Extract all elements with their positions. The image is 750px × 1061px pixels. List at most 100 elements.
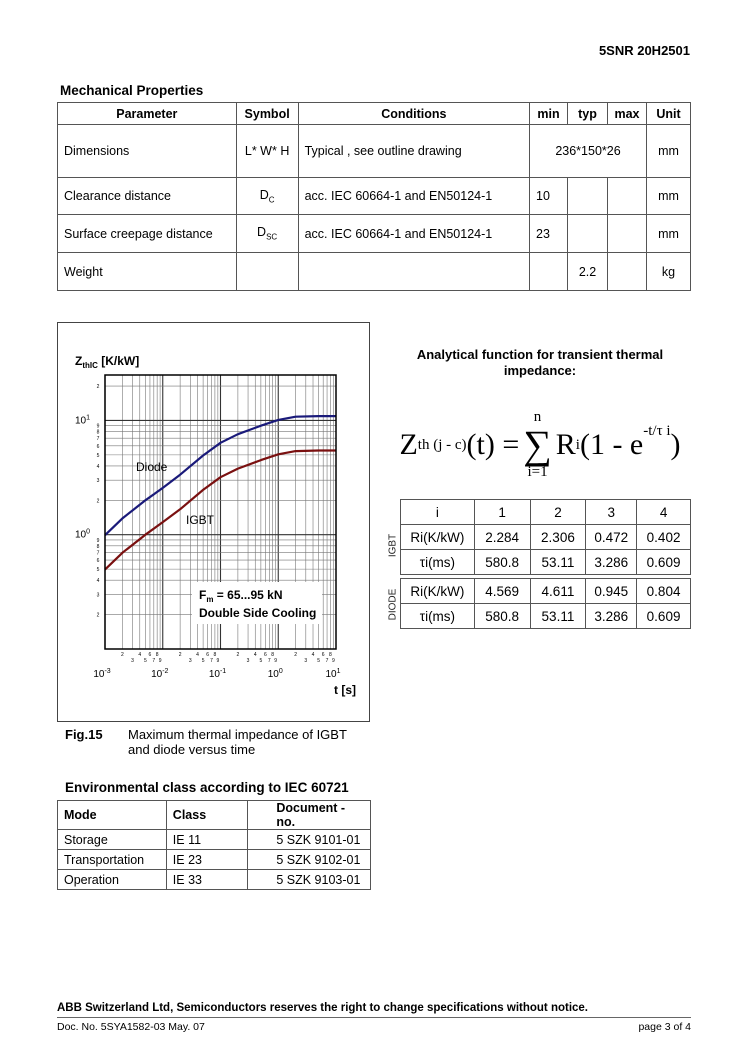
x-minor-tick-label: 8 — [156, 652, 159, 658]
x-decade-tick-label: 10-1 — [209, 668, 226, 680]
x-minor-tick-label: 5 — [317, 658, 320, 664]
y-minor-tick-label: 6 — [97, 444, 100, 450]
thermal-impedance-chart: 2345678923456789234567892345678923456789… — [75, 354, 356, 697]
cooling-annotation: Double Side Cooling — [199, 606, 316, 620]
column-header: 1 — [473, 499, 531, 525]
x-minor-tick-label: 4 — [254, 652, 257, 658]
mode-cell: Storage — [57, 829, 167, 850]
chart-frame — [57, 322, 370, 722]
y-minor-tick-label: 7 — [97, 550, 100, 556]
unit-cell: mm — [645, 214, 692, 253]
y-minor-tick-label: 8 — [97, 544, 100, 550]
row-label: Ri(K/kW) — [400, 524, 475, 550]
series-label-igbt: IGBT — [186, 513, 215, 527]
table-header-row: i 1 2 3 4 — [400, 499, 691, 525]
figure-label: Fig.15 — [65, 727, 103, 742]
symbol-subscript: SC — [266, 232, 278, 242]
y-minor-tick-label: 3 — [97, 478, 100, 484]
series-label-diode: Diode — [136, 460, 168, 474]
symbol-cell: DSC — [235, 214, 299, 253]
value-cell: 4.611 — [529, 578, 587, 604]
table-row: Surface creepage distance DSC acc. IEC 6… — [57, 214, 692, 253]
table-row: Storage IE 11 5 SZK 9101-01 — [57, 829, 371, 850]
x-decade-tick-label: 101 — [325, 668, 340, 680]
x-minor-tick-label: 7 — [268, 658, 271, 664]
x-minor-tick-label: 3 — [247, 658, 250, 664]
x-minor-tick-label: 4 — [312, 652, 315, 658]
analytical-title-line2: impedance: — [503, 363, 577, 378]
table-row: Transportation IE 23 5 SZK 9102-01 — [57, 849, 371, 870]
formula-r-subscript: i — [575, 436, 580, 453]
class-cell: IE 33 — [165, 869, 249, 890]
unit-cell: kg — [645, 252, 692, 291]
document-cell: 5 SZK 9102-01 — [247, 849, 371, 870]
symbol-cell: L* W* H — [235, 124, 299, 178]
symbol-text: D — [259, 187, 269, 202]
x-decade-tick-label: 10-2 — [151, 668, 168, 680]
min-cell — [529, 252, 569, 291]
x-minor-tick-label: 6 — [206, 652, 209, 658]
formula-z: Z — [399, 428, 418, 461]
force-annotation: Fm = 65...95 kN — [199, 588, 283, 604]
igbt-ri-row: Ri(K/kW) 2.284 2.306 0.472 0.402 — [400, 524, 691, 550]
value-cell: 0.609 — [636, 549, 691, 575]
y-minor-tick-label: 9 — [97, 424, 100, 430]
environmental-class-table: Mode Class Document - no. Storage IE 11 … — [57, 800, 371, 890]
column-header: 3 — [585, 499, 638, 525]
table-row: Weight 2.2 kg — [57, 252, 692, 291]
document-cell: 5 SZK 9103-01 — [247, 869, 371, 890]
column-header: i — [400, 499, 475, 525]
x-axis-label: t [s] — [334, 683, 356, 697]
unit-cell: mm — [645, 124, 692, 178]
sum-upper-limit: n — [533, 409, 542, 425]
value-cell: 0.609 — [636, 603, 691, 629]
diode-group-label: DIODE — [387, 588, 399, 621]
analytical-title: Analytical function for transient therma… — [380, 347, 700, 379]
x-minor-tick-label: 9 — [216, 658, 219, 664]
y-decade-tick-label: 100 — [75, 529, 90, 541]
typ-cell — [567, 214, 608, 253]
y-minor-tick-label: 4 — [97, 464, 100, 470]
y-minor-tick-label: 8 — [97, 430, 100, 436]
sum-block: n ∑ i=1 — [523, 410, 552, 480]
x-minor-tick-label: 3 — [304, 658, 307, 664]
x-minor-tick-label: 2 — [179, 652, 182, 658]
formula-r: R — [555, 428, 576, 461]
x-minor-tick-label: 5 — [144, 658, 147, 664]
formula-exponent: -t/τ i — [643, 422, 671, 439]
x-minor-tick-label: 7 — [210, 658, 213, 664]
conditions-cell: acc. IEC 60664-1 and EN50124-1 — [297, 214, 531, 253]
diode-ri-row: Ri(K/kW) 4.569 4.611 0.945 0.804 — [400, 578, 691, 604]
caption-line1: Maximum thermal impedance of IGBT — [128, 727, 347, 742]
row-label: Ri(K/kW) — [400, 578, 475, 604]
footer-page-number: page 3 of 4 — [638, 1021, 691, 1033]
typ-cell: 2.2 — [567, 252, 608, 291]
conditions-cell: Typical , see outline drawing — [297, 124, 531, 178]
x-minor-tick-label: 6 — [149, 652, 152, 658]
table-header-row: Mode Class Document - no. — [57, 800, 371, 830]
y-minor-tick-label: 5 — [97, 567, 100, 573]
parameter-cell: Weight — [57, 252, 237, 291]
x-minor-tick-label: 8 — [214, 652, 217, 658]
value-cell: 0.804 — [636, 578, 691, 604]
diode-tau-row: τi(ms) 580.8 53.11 3.286 0.609 — [400, 603, 691, 629]
footer-disclaimer: ABB Switzerland Ltd, Semiconductors rese… — [57, 1002, 589, 1014]
formula-t: (t) = — [466, 428, 520, 461]
caption-line2: and diode versus time — [128, 742, 256, 757]
analytical-title-line1: Analytical function for transient therma… — [416, 347, 664, 362]
symbol-text: D — [257, 225, 267, 240]
value-cell: 4.569 — [473, 578, 531, 604]
figure-caption: Maximum thermal impedance of IGBT and di… — [128, 727, 347, 757]
mode-cell: Transportation — [57, 849, 167, 870]
min-cell: 23 — [529, 214, 569, 253]
column-header: Class — [165, 800, 249, 830]
x-minor-tick-label: 8 — [329, 652, 332, 658]
x-minor-tick-label: 5 — [259, 658, 262, 664]
foster-parameters-table: i 1 2 3 4 Ri(K/kW) 2.284 2.306 0.472 0.4… — [400, 499, 691, 629]
annotation-box — [192, 582, 322, 624]
sum-lower-limit: i=1 — [527, 464, 548, 480]
class-cell: IE 23 — [165, 849, 249, 870]
value-cell: 0.402 — [636, 524, 691, 550]
unit-cell: mm — [645, 177, 692, 215]
